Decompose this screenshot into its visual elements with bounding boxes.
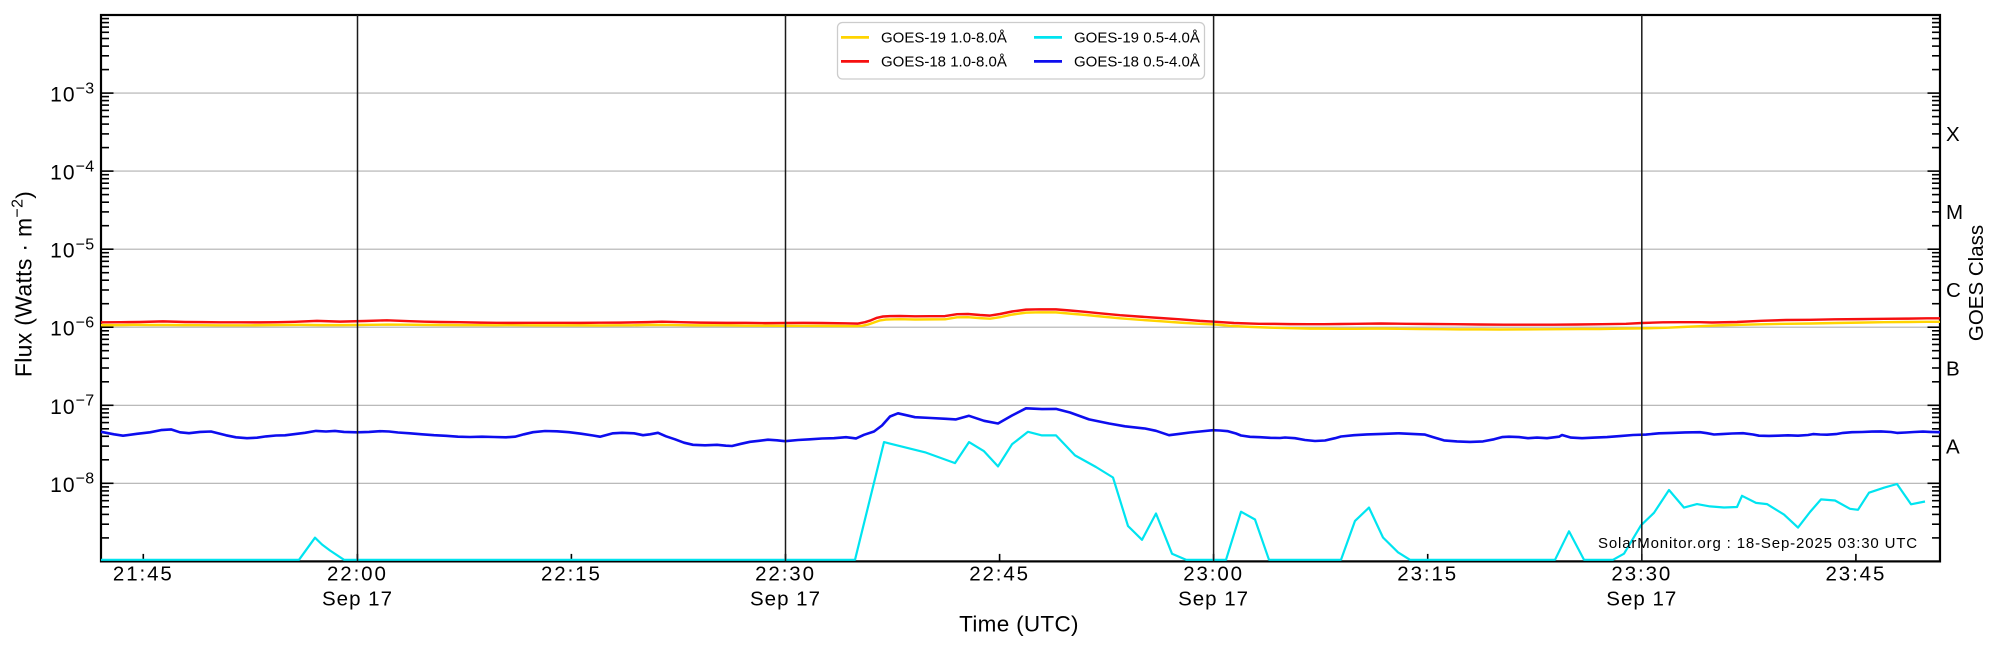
svg-text:Time (UTC): Time (UTC)	[959, 612, 1079, 637]
svg-text:10−6: 10−6	[50, 314, 94, 340]
svg-text:21:45: 21:45	[113, 563, 174, 586]
svg-text:GOES-18 1.0-8.0Å: GOES-18 1.0-8.0Å	[881, 54, 1007, 71]
svg-text:Sep 17: Sep 17	[1606, 587, 1677, 610]
svg-text:23:15: 23:15	[1397, 563, 1458, 586]
svg-text:Flux (Watts · m−2): Flux (Watts · m−2)	[10, 191, 37, 377]
svg-text:Sep 17: Sep 17	[322, 587, 393, 610]
svg-text:23:45: 23:45	[1825, 563, 1886, 586]
svg-text:22:30: 22:30	[755, 563, 816, 586]
svg-text:23:00: 23:00	[1183, 563, 1244, 586]
svg-text:C: C	[1946, 279, 1961, 302]
svg-text:GOES-19 0.5-4.0Å: GOES-19 0.5-4.0Å	[1074, 30, 1200, 47]
svg-text:B: B	[1946, 357, 1960, 380]
svg-text:X: X	[1946, 123, 1960, 146]
svg-text:GOES Class: GOES Class	[1965, 225, 1988, 341]
svg-text:A: A	[1946, 435, 1960, 458]
svg-text:GOES-19 1.0-8.0Å: GOES-19 1.0-8.0Å	[881, 30, 1007, 47]
svg-text:Sep 17: Sep 17	[1178, 587, 1249, 610]
svg-text:Sep 17: Sep 17	[750, 587, 821, 610]
svg-text:GOES-18 0.5-4.0Å: GOES-18 0.5-4.0Å	[1074, 54, 1200, 71]
svg-text:M: M	[1946, 201, 1963, 224]
svg-text:22:45: 22:45	[969, 563, 1030, 586]
svg-text:23:30: 23:30	[1611, 563, 1672, 586]
svg-text:22:00: 22:00	[327, 563, 388, 586]
svg-text:22:15: 22:15	[541, 563, 602, 586]
svg-text:SolarMonitor.org : 18-Sep-2025: SolarMonitor.org : 18-Sep-2025 03:30 UTC	[1598, 535, 1918, 552]
